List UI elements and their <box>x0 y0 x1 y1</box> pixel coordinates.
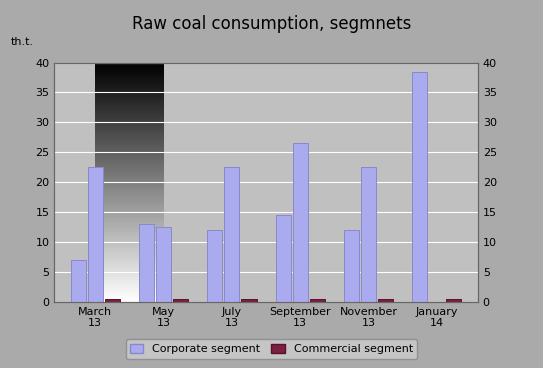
Bar <box>446 299 462 302</box>
Bar <box>242 299 256 302</box>
Bar <box>224 167 239 302</box>
Bar <box>207 230 222 302</box>
Legend: Corporate segment, Commercial segment: Corporate segment, Commercial segment <box>125 339 418 359</box>
Bar <box>310 299 325 302</box>
Bar <box>344 230 359 302</box>
Bar <box>71 260 86 302</box>
Bar <box>173 299 188 302</box>
Bar <box>361 167 376 302</box>
Bar <box>88 167 103 302</box>
Bar <box>276 215 291 302</box>
Text: th.t.: th.t. <box>11 37 34 47</box>
Bar <box>156 227 171 302</box>
Bar <box>139 224 154 302</box>
Bar <box>378 299 393 302</box>
Bar <box>412 71 427 302</box>
Bar <box>293 143 308 302</box>
Text: Raw coal consumption, segmnets: Raw coal consumption, segmnets <box>132 15 411 33</box>
Bar <box>105 299 120 302</box>
